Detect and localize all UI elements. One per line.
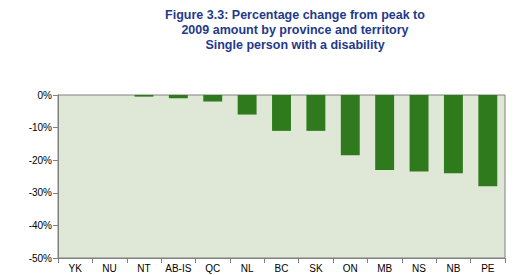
svg-text:-20%: -20%: [29, 155, 52, 166]
svg-text:0%: 0%: [38, 90, 53, 101]
svg-text:NT: NT: [137, 263, 150, 274]
svg-text:2009 amount by province and te: 2009 amount by province and territory: [181, 23, 408, 37]
svg-text:-30%: -30%: [29, 187, 52, 198]
svg-text:SK: SK: [309, 263, 323, 274]
svg-text:QC: QC: [205, 263, 220, 274]
svg-text:Figure 3.3: Percentage change: Figure 3.3: Percentage change from peak …: [165, 8, 425, 22]
svg-text:-10%: -10%: [29, 122, 52, 133]
svg-text:-50%: -50%: [29, 253, 52, 264]
svg-text:-40%: -40%: [29, 220, 52, 231]
svg-text:NU: NU: [102, 263, 116, 274]
svg-text:PE: PE: [481, 263, 495, 274]
svg-text:AB-IS: AB-IS: [165, 263, 191, 274]
svg-text:NS: NS: [412, 263, 426, 274]
svg-text:MB: MB: [377, 263, 392, 274]
svg-text:NL: NL: [241, 263, 254, 274]
svg-text:Single person with a disabilit: Single person with a disability: [205, 38, 384, 52]
svg-text:ON: ON: [343, 263, 358, 274]
svg-text:NB: NB: [446, 263, 460, 274]
svg-text:YK: YK: [69, 263, 83, 274]
svg-text:BC: BC: [275, 263, 289, 274]
